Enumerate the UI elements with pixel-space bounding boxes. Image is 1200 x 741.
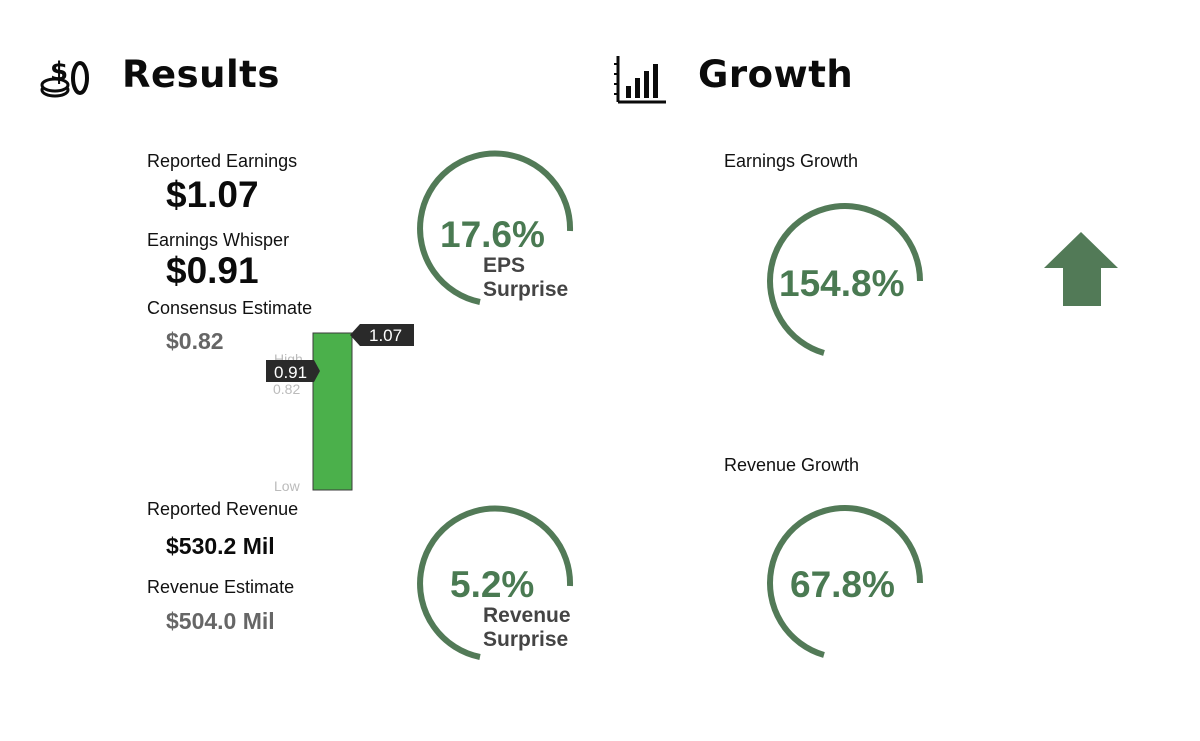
- revenue-growth-value: 67.8%: [790, 564, 895, 605]
- reported-earnings-label: Reported Earnings: [147, 151, 298, 171]
- whisper-tag-label: 0.91: [274, 363, 307, 382]
- reported-tag: [350, 324, 414, 346]
- eps-range-chart: High 0.82 Low 1.07 0.91: [260, 318, 420, 498]
- eps-surprise-value: 17.6%: [440, 214, 545, 255]
- svg-text:$: $: [50, 57, 68, 87]
- results-icon: $: [40, 56, 90, 102]
- revenue-estimate-value: $504.0 Mil: [166, 608, 275, 634]
- revenue-surprise-value: 5.2%: [450, 564, 534, 605]
- trend-up-arrow: [1042, 230, 1120, 308]
- earnings-growth-arc: [767, 203, 923, 356]
- revenue-growth-gauge: 67.8%: [752, 500, 942, 670]
- eps-surprise-gauge: 17.6% EPS Surprise: [400, 145, 590, 325]
- earnings-growth-value: 154.8%: [779, 263, 905, 304]
- earnings-growth-label: Earnings Growth: [724, 151, 859, 171]
- eps-surprise-line2: Surprise: [483, 278, 568, 301]
- reported-earnings-value: $1.07: [166, 174, 259, 215]
- revenue-surprise-gauge: 5.2% Revenue Surprise: [400, 500, 590, 680]
- eps-surprise-arc: [417, 150, 574, 305]
- eps-surprise-line1: EPS: [483, 254, 525, 277]
- results-title: Results: [122, 53, 280, 96]
- consensus-tick-label: 0.82: [273, 381, 300, 397]
- coins-dollar-icon: $: [40, 57, 89, 98]
- low-tick-label: Low: [274, 478, 301, 494]
- earnings-growth-gauge: 154.8%: [752, 198, 942, 368]
- whisper-tag: [266, 360, 320, 382]
- revenue-estimate-label: Revenue Estimate: [147, 577, 295, 597]
- up-arrow-icon: [1044, 232, 1118, 306]
- consensus-estimate-value: $0.82: [166, 328, 224, 354]
- reported-tag-label: 1.07: [369, 326, 402, 345]
- earnings-whisper-label: Earnings Whisper: [147, 230, 290, 250]
- eps-range-svg: High 0.82 Low 1.07 0.91: [266, 324, 414, 494]
- revenue-growth-label: Revenue Growth: [724, 455, 860, 475]
- revenue-surprise-arc: [417, 505, 574, 660]
- revenue-surprise-line2: Surprise: [483, 628, 568, 651]
- growth-icon: [614, 54, 670, 106]
- eps-range-bar: [312, 332, 353, 491]
- earnings-whisper-value: $0.91: [166, 250, 259, 291]
- revenue-surprise-line1: Revenue: [483, 604, 571, 627]
- reported-revenue-value: $530.2 Mil: [166, 533, 275, 559]
- revenue-growth-arc: [767, 505, 923, 658]
- bar-chart-icon: [614, 56, 666, 104]
- growth-title: Growth: [698, 53, 854, 96]
- consensus-estimate-label: Consensus Estimate: [147, 298, 313, 318]
- reported-revenue-label: Reported Revenue: [147, 499, 299, 519]
